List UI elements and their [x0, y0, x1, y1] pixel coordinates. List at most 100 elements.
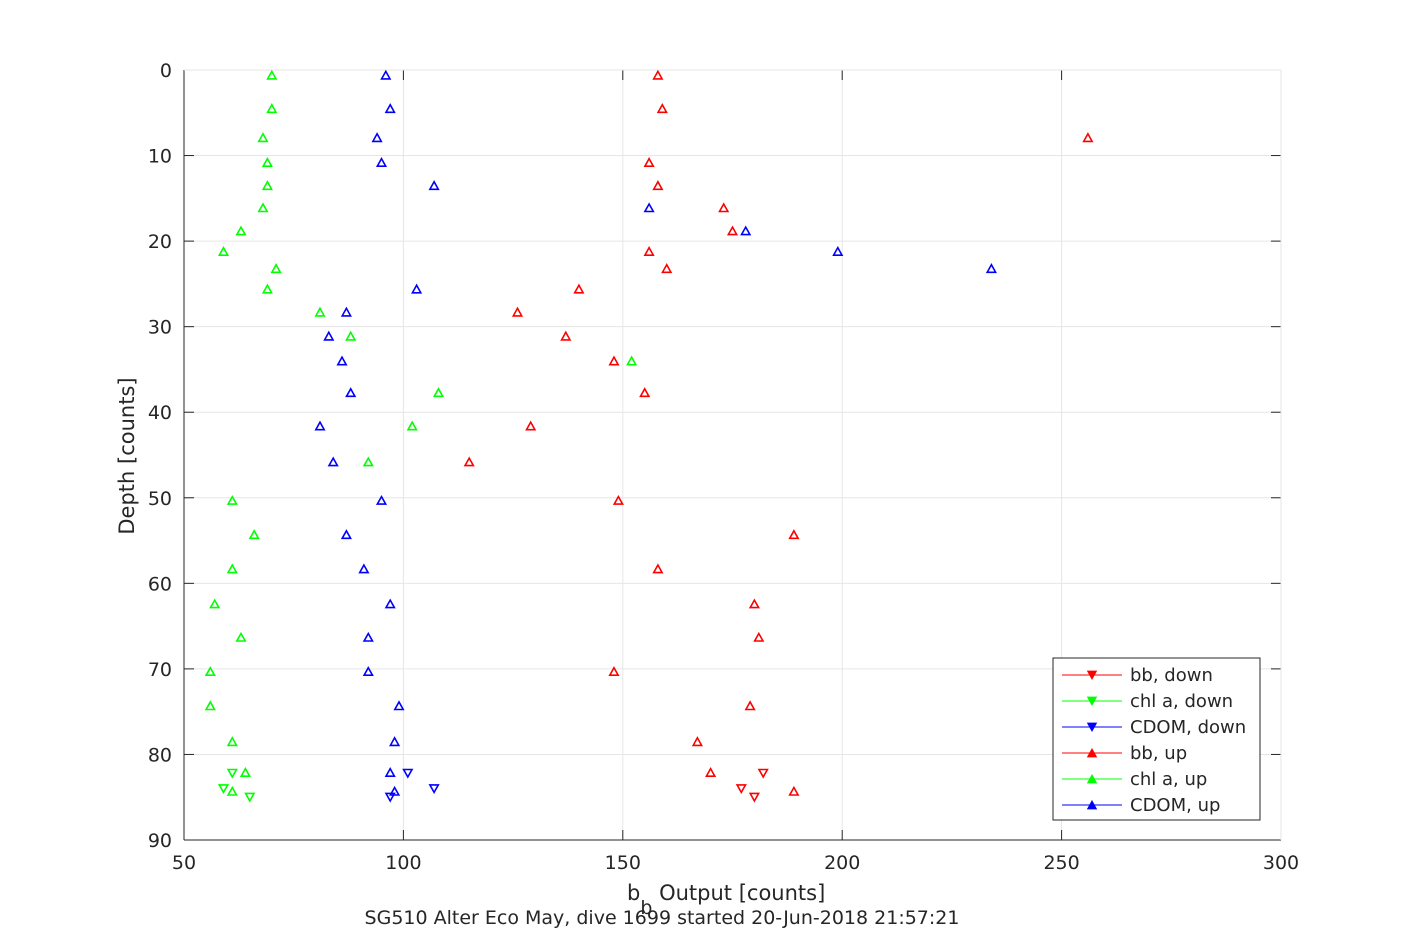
data-point — [371, 132, 383, 143]
data-point — [248, 529, 260, 540]
data-point — [643, 245, 655, 256]
data-point — [718, 202, 730, 213]
data-point — [608, 355, 620, 366]
data-point — [748, 792, 760, 803]
series-1 — [217, 768, 256, 803]
data-point — [832, 245, 844, 256]
y-tick-label: 90 — [148, 830, 172, 852]
data-point — [362, 666, 374, 677]
series-3 — [463, 69, 1094, 796]
data-point — [985, 263, 997, 274]
data-point — [244, 792, 256, 803]
grid — [183, 69, 1282, 841]
data-point — [753, 631, 765, 642]
y-tick-label: 80 — [148, 744, 172, 766]
data-point — [525, 420, 537, 431]
legend-marker — [1086, 747, 1098, 758]
data-point — [652, 180, 664, 191]
data-point — [384, 792, 396, 803]
legend-marker — [1086, 670, 1098, 681]
data-point — [235, 225, 247, 236]
data-point — [270, 263, 282, 274]
data-point — [362, 631, 374, 642]
data-point — [358, 563, 370, 574]
legend-marker — [1086, 773, 1098, 784]
data-point — [336, 355, 348, 366]
x-axis-title-subscript: b — [640, 897, 652, 919]
x-tick-label: 50 — [172, 852, 196, 874]
data-point — [511, 306, 524, 317]
data-point — [266, 69, 278, 80]
data-point — [411, 283, 423, 294]
data-point — [340, 306, 352, 317]
data-point — [384, 766, 396, 778]
data-point — [261, 180, 273, 191]
data-point — [345, 387, 357, 398]
data-point — [261, 156, 273, 167]
series-0 — [735, 768, 769, 803]
data-point — [204, 700, 216, 711]
y-tick-label: 40 — [148, 402, 172, 424]
legend-marker — [1086, 799, 1098, 810]
y-tick-label: 60 — [148, 573, 172, 595]
data-point — [735, 784, 747, 795]
legend-marker — [1086, 722, 1098, 733]
data-point — [402, 768, 414, 779]
data-point — [362, 456, 374, 467]
data-point — [226, 563, 238, 574]
data-point — [560, 330, 572, 341]
tick-labels: 50 100 150 200 250 300 0 10 20 30 40 50 60 70 80 90 — [148, 60, 1299, 874]
data-point — [757, 768, 769, 779]
data-point — [788, 785, 800, 796]
x-axis-title: bb Output [counts] — [627, 881, 825, 919]
series-2 — [384, 768, 440, 803]
data-point — [235, 631, 247, 642]
y-tick-label: 20 — [148, 231, 172, 253]
data-point — [643, 156, 655, 167]
data-point — [432, 387, 445, 398]
data-point — [266, 103, 278, 114]
data-point — [389, 785, 401, 796]
legend-label: CDOM, down — [1130, 717, 1246, 738]
y-axis-title: Depth [counts] — [115, 377, 139, 534]
legend-label: bb, up — [1130, 743, 1187, 764]
series-5 — [314, 69, 997, 796]
data-point — [384, 598, 396, 609]
data-point — [744, 700, 756, 711]
data-point — [626, 355, 638, 366]
y-tick-label: 50 — [148, 488, 172, 510]
data-point — [608, 666, 620, 677]
legend-label: chl a, down — [1130, 691, 1233, 712]
data-point — [217, 245, 230, 256]
data-point — [239, 766, 251, 778]
data-point — [261, 283, 273, 294]
legend-marker — [1086, 696, 1098, 707]
series-4 — [204, 69, 638, 796]
axes — [183, 69, 1282, 841]
x-axis-title-main: b — [627, 881, 640, 905]
x-axis-title-rest: Output [counts] — [652, 881, 825, 905]
data-point — [705, 766, 717, 778]
legend: bb, down chl a, down CDOM, down bb, up chl a… — [1052, 657, 1261, 821]
x-tick-label: 100 — [385, 852, 421, 874]
data-point — [573, 283, 585, 294]
x-tick-label: 150 — [605, 852, 641, 874]
data-markers — [204, 69, 1094, 803]
data-point — [204, 666, 216, 677]
data-point — [726, 225, 739, 236]
data-point — [323, 330, 335, 341]
x-tick-label: 200 — [824, 852, 860, 874]
data-point — [314, 306, 326, 317]
data-point — [217, 784, 230, 795]
legend-label: bb, down — [1130, 665, 1213, 686]
data-point — [428, 784, 440, 795]
data-point — [314, 420, 326, 431]
data-point — [1082, 132, 1094, 143]
data-point — [661, 263, 673, 274]
y-tick-label: 0 — [160, 60, 172, 82]
data-point — [226, 768, 238, 779]
data-point — [406, 420, 418, 431]
legend-label: chl a, up — [1130, 769, 1207, 790]
data-point — [612, 494, 624, 505]
